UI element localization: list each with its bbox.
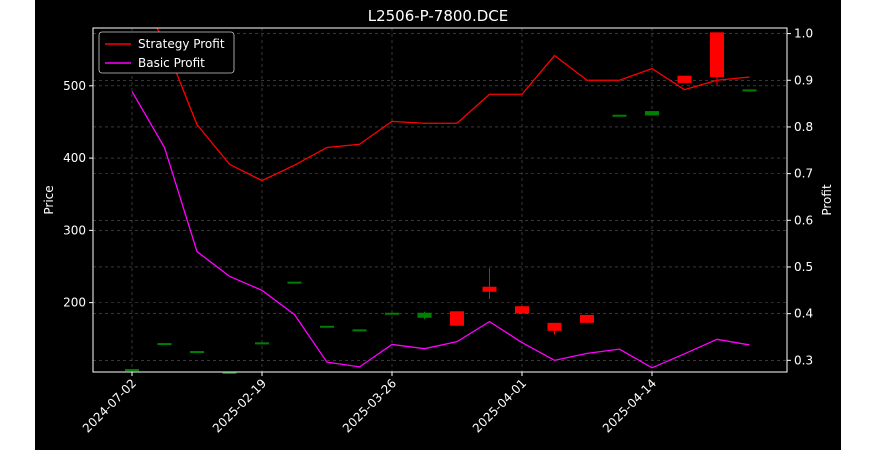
legend-label-strategy: Strategy Profit xyxy=(138,37,225,51)
grid xyxy=(93,28,787,372)
right-tick-label-0: 0.3 xyxy=(794,353,813,367)
candle-body xyxy=(417,312,432,318)
candle xyxy=(645,111,659,116)
series-line-1 xyxy=(131,91,750,369)
candle xyxy=(742,89,757,92)
legend-label-basic: Basic Profit xyxy=(138,56,205,70)
candle xyxy=(417,312,432,320)
right-tick-label-4: 0.7 xyxy=(794,167,813,181)
candle xyxy=(320,325,334,328)
left-axis-label: Price xyxy=(42,185,56,214)
right-tick-label-1: 0.4 xyxy=(794,307,813,321)
left-tick-label-1: 300 xyxy=(63,223,86,237)
right-axis: 0.3 0.4 0.5 0.6 0.7 0.8 0.9 1.0 xyxy=(787,27,813,367)
x-tick-label-1: 2025-02-19 xyxy=(210,376,269,435)
candle-body xyxy=(190,351,204,354)
x-tick-label-2: 2025-03-26 xyxy=(340,376,399,435)
right-tick-label-5: 0.8 xyxy=(794,120,813,134)
candle xyxy=(450,311,464,326)
right-tick-label-2: 0.5 xyxy=(794,260,813,274)
candle-body xyxy=(677,75,692,83)
series-line-0 xyxy=(156,28,750,182)
candle xyxy=(547,322,562,335)
figure: L2506-P-7800.DCE 200 300 400 500 0.3 0.4 0.5 0… xyxy=(35,0,841,450)
candle-body xyxy=(450,311,464,326)
left-axis: 200 300 400 500 xyxy=(63,79,93,310)
candle xyxy=(125,369,139,372)
candle xyxy=(287,281,302,284)
candles xyxy=(125,32,757,374)
chart-title: L2506-P-7800.DCE xyxy=(368,7,509,25)
right-tick-label-3: 0.6 xyxy=(794,213,813,227)
candle-body xyxy=(287,281,302,284)
candle xyxy=(222,372,237,374)
candle-body xyxy=(515,306,529,314)
legend-box xyxy=(98,31,235,74)
plot-frame xyxy=(92,27,788,373)
candle-body xyxy=(710,32,724,78)
candle xyxy=(482,267,497,300)
x-tick-label-0: 2024-07-02 xyxy=(80,376,139,435)
right-tick-label-6: 0.9 xyxy=(794,73,813,87)
candle-body xyxy=(125,369,139,372)
candle xyxy=(385,312,399,315)
profit-lines xyxy=(131,28,750,369)
candle xyxy=(352,329,367,332)
candle-body xyxy=(157,343,172,346)
left-tick-label-3: 500 xyxy=(63,79,86,93)
candle-body xyxy=(352,329,367,332)
right-tick-label-7: 1.0 xyxy=(794,27,813,41)
candle xyxy=(612,114,627,117)
candle-body xyxy=(742,89,757,92)
candle xyxy=(580,314,594,323)
candle xyxy=(190,351,204,354)
right-axis-label: Profit xyxy=(820,184,834,216)
candle-body xyxy=(482,286,497,292)
x-tick-label-3: 2025-04-01 xyxy=(470,376,529,435)
candle-body xyxy=(255,342,269,345)
candle-body xyxy=(547,322,562,331)
x-axis: 2024-07-02 2025-02-19 2025-03-26 2025-04-01… xyxy=(80,372,659,435)
candle-body xyxy=(222,372,237,374)
candle xyxy=(157,343,172,346)
candle-body xyxy=(645,111,659,116)
left-tick-label-2: 400 xyxy=(63,151,86,165)
candle-body xyxy=(385,312,399,315)
x-tick-label-4: 2025-04-14 xyxy=(600,376,659,435)
legend: Strategy Profit Basic Profit xyxy=(98,31,235,74)
left-tick-label-0: 200 xyxy=(63,296,86,310)
candle-body xyxy=(580,314,594,323)
candle xyxy=(515,305,529,314)
candle xyxy=(677,75,692,83)
candle xyxy=(255,342,269,345)
candle xyxy=(710,32,724,86)
candle-body xyxy=(612,114,627,117)
candle-body xyxy=(320,325,334,328)
